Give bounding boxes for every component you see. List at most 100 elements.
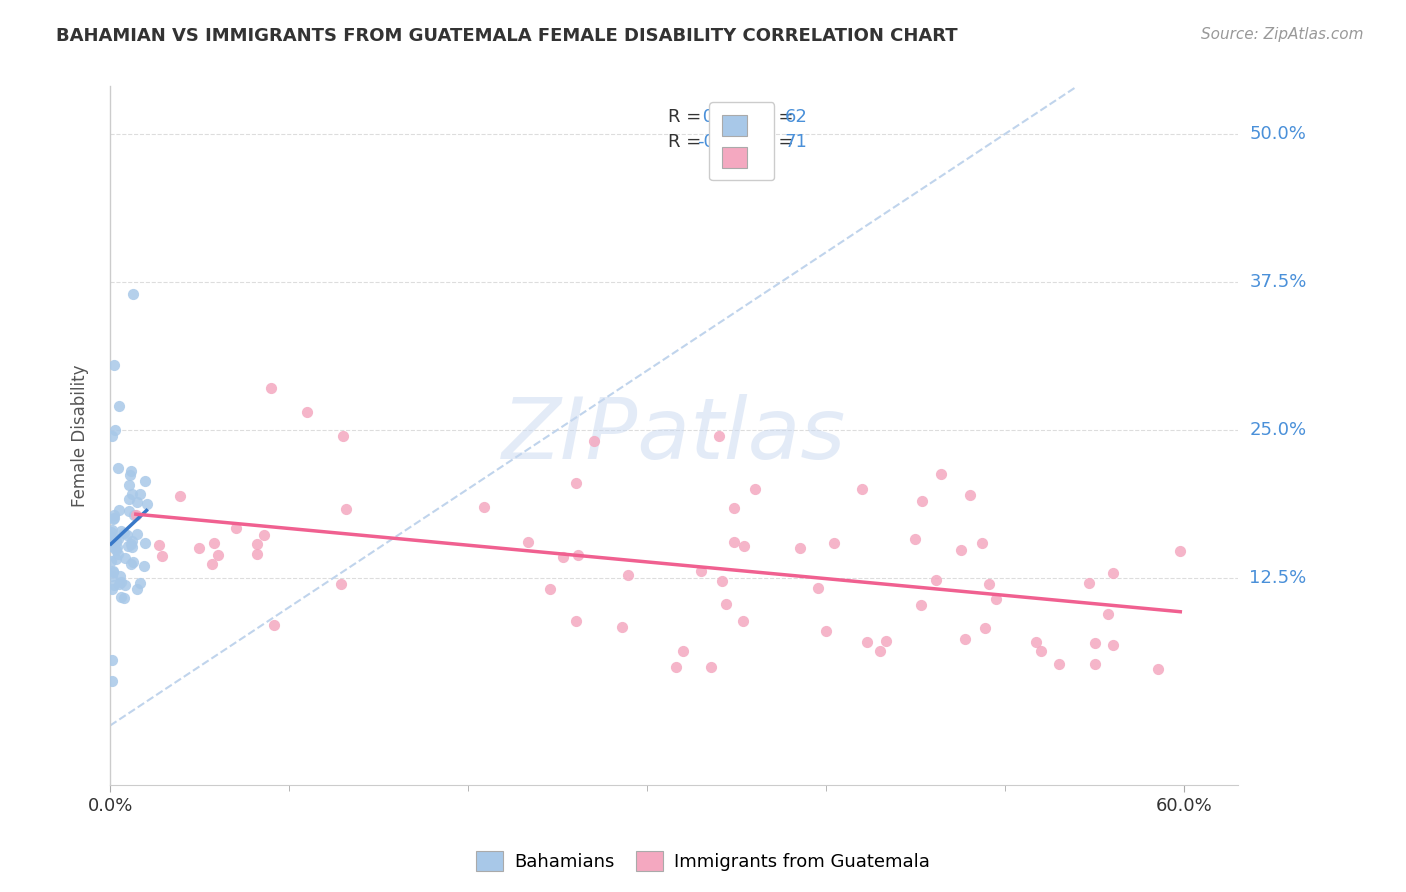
Point — [120, 537, 142, 551]
Point — [107, 461, 129, 475]
Text: 71: 71 — [785, 133, 807, 152]
Point — [122, 555, 145, 569]
Point — [125, 495, 148, 509]
Point — [582, 434, 605, 449]
Point — [472, 500, 495, 515]
Point — [107, 533, 129, 547]
Point — [125, 582, 148, 596]
Point — [690, 564, 713, 578]
Point — [1025, 635, 1047, 649]
Point — [108, 502, 131, 516]
Point — [128, 486, 150, 500]
Point — [744, 482, 766, 496]
Point — [329, 577, 352, 591]
Text: 25.0%: 25.0% — [1250, 421, 1306, 439]
Point — [100, 530, 122, 544]
Point — [949, 542, 972, 557]
Point — [225, 520, 247, 534]
Point — [108, 577, 131, 591]
Point — [103, 508, 125, 522]
Point — [101, 540, 124, 554]
Point — [117, 539, 139, 553]
Text: R =: R = — [668, 108, 707, 126]
Point — [125, 508, 148, 522]
Point — [104, 423, 127, 437]
Point — [101, 535, 124, 549]
Point — [1047, 657, 1070, 671]
Point — [108, 399, 131, 413]
Point — [103, 358, 125, 372]
Point — [101, 565, 124, 579]
Point — [246, 537, 269, 551]
Point — [128, 576, 150, 591]
Point — [1031, 644, 1053, 658]
Point — [124, 508, 146, 522]
Text: R =: R = — [668, 133, 707, 152]
Point — [107, 548, 129, 562]
Point — [202, 536, 225, 550]
Y-axis label: Female Disability: Female Disability — [72, 364, 89, 507]
Point — [207, 548, 229, 562]
Point — [134, 559, 156, 574]
Point — [807, 581, 830, 595]
Point — [104, 536, 127, 550]
Point — [970, 536, 993, 550]
Text: Source: ZipAtlas.com: Source: ZipAtlas.com — [1201, 27, 1364, 42]
Text: 0.264: 0.264 — [697, 108, 754, 126]
Text: 62: 62 — [785, 108, 807, 126]
Point — [150, 549, 173, 564]
Point — [120, 558, 142, 572]
Point — [110, 591, 132, 605]
Point — [114, 526, 136, 541]
Point — [1078, 576, 1101, 591]
Point — [120, 467, 142, 482]
Point — [517, 534, 540, 549]
Point — [911, 493, 934, 508]
Point — [875, 634, 897, 648]
Text: 12.5%: 12.5% — [1250, 568, 1306, 587]
Point — [733, 539, 755, 553]
Point — [731, 614, 754, 628]
Point — [538, 582, 561, 596]
Point — [135, 497, 157, 511]
Point — [332, 428, 354, 442]
Point — [977, 577, 1000, 591]
Point — [125, 527, 148, 541]
Point — [169, 489, 191, 503]
Point — [105, 533, 128, 548]
Point — [121, 487, 143, 501]
Point — [118, 478, 141, 492]
Point — [815, 624, 838, 639]
Point — [904, 532, 927, 546]
Point — [723, 500, 745, 515]
Point — [115, 528, 138, 542]
Point — [984, 592, 1007, 607]
Text: ZIPatlas: ZIPatlas — [502, 394, 846, 477]
Point — [246, 547, 269, 561]
Point — [134, 536, 156, 550]
Point — [110, 524, 132, 538]
Point — [616, 567, 638, 582]
Point — [789, 541, 811, 556]
Point — [925, 573, 948, 587]
Point — [114, 551, 136, 566]
Point — [105, 543, 128, 558]
Point — [105, 540, 128, 554]
Point — [101, 428, 124, 442]
Point — [869, 644, 891, 658]
Point — [953, 632, 976, 646]
Text: 50.0%: 50.0% — [1250, 125, 1306, 143]
Point — [105, 551, 128, 566]
Point — [665, 660, 688, 674]
Point — [1084, 657, 1107, 671]
Point — [714, 598, 737, 612]
Point — [101, 673, 124, 688]
Point — [929, 467, 952, 482]
Point — [103, 512, 125, 526]
Point — [564, 475, 586, 490]
Point — [959, 488, 981, 502]
Text: BAHAMIAN VS IMMIGRANTS FROM GUATEMALA FEMALE DISABILITY CORRELATION CHART: BAHAMIAN VS IMMIGRANTS FROM GUATEMALA FE… — [56, 27, 957, 45]
Point — [1168, 544, 1191, 558]
Point — [112, 591, 135, 605]
Point — [103, 578, 125, 592]
